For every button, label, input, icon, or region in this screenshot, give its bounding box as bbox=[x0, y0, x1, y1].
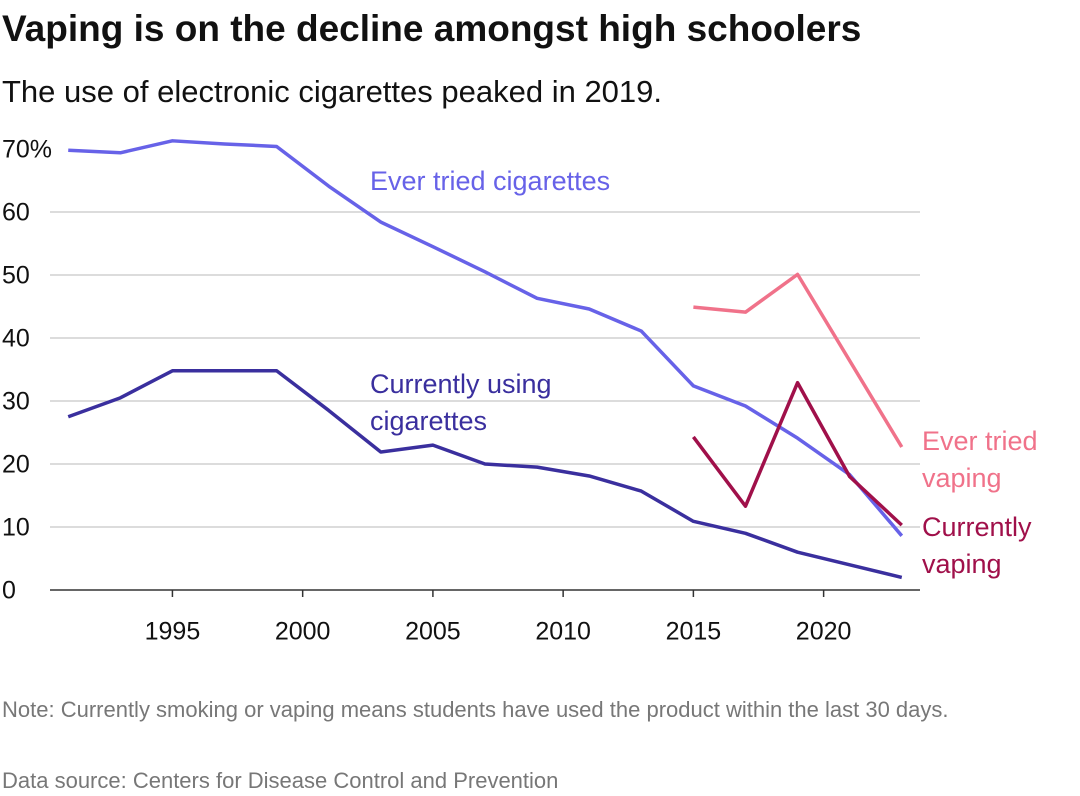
x-tick-label: 2020 bbox=[796, 618, 852, 646]
source: Data source: Centers for Disease Control… bbox=[2, 768, 559, 793]
series-line bbox=[67, 369, 903, 580]
series-label: Ever tried vaping bbox=[922, 426, 1038, 493]
x-tick-label: 2005 bbox=[405, 618, 461, 646]
x-tick-label: 2000 bbox=[275, 618, 331, 646]
y-tick-label: 30 bbox=[2, 388, 30, 416]
note: Note: Currently smoking or vaping means … bbox=[2, 697, 949, 722]
series-line bbox=[693, 272, 904, 448]
series-line bbox=[68, 139, 904, 537]
x-tick-label: 2010 bbox=[535, 618, 591, 646]
y-tick-label: 50 bbox=[2, 262, 30, 290]
y-tick-label: 10 bbox=[2, 514, 30, 542]
y-tick-label: 0 bbox=[2, 577, 16, 605]
series-line bbox=[691, 380, 903, 527]
chart-title: Vaping is on the decline amongst high sc… bbox=[2, 8, 862, 49]
y-tick-label: 60 bbox=[2, 199, 30, 227]
y-tick-label: 70% bbox=[2, 136, 52, 164]
y-tick-label: 20 bbox=[2, 451, 30, 479]
chart-subtitle: The use of electronic cigarettes peaked … bbox=[2, 74, 663, 109]
x-tick-label: 2015 bbox=[666, 618, 722, 646]
series-label: Currently using cigarettes bbox=[370, 369, 552, 436]
series-label: Ever tried cigarettes bbox=[370, 166, 611, 196]
x-tick-label: 1995 bbox=[145, 618, 201, 646]
series-label: Currently vaping bbox=[922, 512, 1032, 579]
y-tick-label: 40 bbox=[2, 325, 30, 353]
